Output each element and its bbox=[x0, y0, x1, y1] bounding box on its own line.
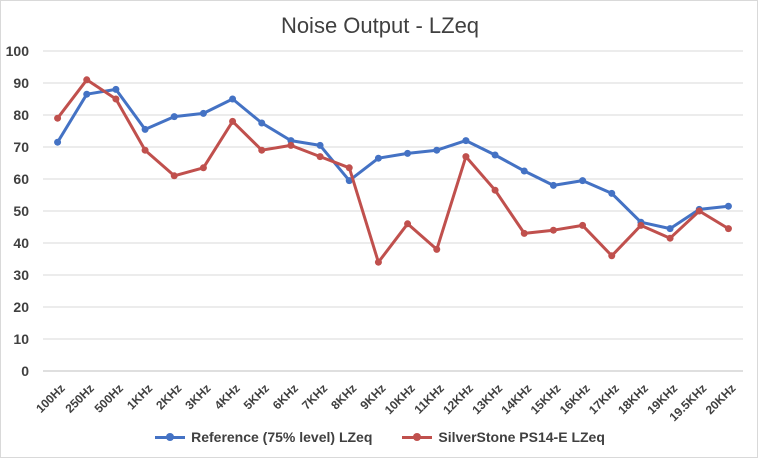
y-tick-label: 30 bbox=[13, 267, 29, 283]
legend-item-reference: Reference (75% level) LZeq bbox=[155, 429, 372, 445]
data-point-0 bbox=[83, 90, 91, 98]
data-point-1 bbox=[579, 221, 587, 229]
data-point-1 bbox=[229, 117, 237, 125]
data-point-0 bbox=[404, 149, 412, 157]
x-tick-label: 16KHz bbox=[557, 381, 593, 417]
x-tick-label: 20KHz bbox=[703, 381, 739, 417]
legend-swatch-reference bbox=[155, 432, 186, 442]
y-tick-label: 50 bbox=[13, 203, 29, 219]
x-tick-label: 14KHz bbox=[499, 381, 535, 417]
data-point-1 bbox=[141, 146, 149, 154]
legend-dot-reference bbox=[166, 433, 175, 441]
data-point-1 bbox=[491, 186, 499, 194]
series-line-0 bbox=[56, 87, 730, 231]
chart-title: Noise Output - LZeq bbox=[280, 13, 480, 38]
data-point-1 bbox=[112, 95, 120, 103]
data-point-1 bbox=[83, 76, 91, 84]
data-point-0 bbox=[462, 137, 470, 145]
data-point-1 bbox=[287, 141, 295, 149]
data-point-1 bbox=[170, 172, 178, 180]
data-point-1 bbox=[637, 221, 645, 229]
legend-label-reference: Reference (75% level) LZeq bbox=[191, 429, 373, 445]
x-tick-label: 4KHz bbox=[212, 381, 243, 412]
data-point-0 bbox=[374, 154, 382, 162]
x-tick-label: 2KHz bbox=[153, 381, 184, 412]
x-tick-label: 18KHz bbox=[615, 381, 651, 417]
x-tick-label: 5KHz bbox=[241, 381, 272, 412]
data-point-0 bbox=[258, 119, 266, 127]
legend-dot-silverstone bbox=[413, 433, 422, 441]
y-tick-label: 0 bbox=[21, 363, 29, 379]
y-tick-label: 90 bbox=[13, 75, 29, 91]
series-line-1 bbox=[56, 78, 730, 264]
data-point-0 bbox=[491, 151, 499, 159]
data-point-0 bbox=[287, 137, 295, 145]
data-point-0 bbox=[724, 202, 732, 210]
y-tick-label: 20 bbox=[13, 299, 29, 315]
data-point-0 bbox=[520, 167, 528, 175]
legend-swatch-silverstone bbox=[402, 432, 433, 442]
data-point-1 bbox=[549, 226, 557, 234]
data-point-0 bbox=[316, 141, 324, 149]
data-point-0 bbox=[433, 146, 441, 154]
data-point-1 bbox=[316, 153, 324, 161]
data-point-1 bbox=[666, 234, 674, 242]
x-tick-label: 100Hz bbox=[33, 381, 67, 415]
data-point-0 bbox=[666, 225, 674, 233]
data-point-0 bbox=[112, 85, 120, 93]
x-tick-label: 7KHz bbox=[299, 381, 330, 412]
data-point-1 bbox=[404, 220, 412, 228]
data-point-0 bbox=[579, 177, 587, 185]
x-tick-label: 3KHz bbox=[182, 381, 213, 412]
data-point-1 bbox=[54, 114, 62, 122]
data-point-0 bbox=[170, 113, 178, 121]
x-tick-label: 12KHz bbox=[440, 381, 476, 417]
x-tick-label: 6KHz bbox=[270, 381, 301, 412]
x-tick-label: 13KHz bbox=[469, 381, 505, 417]
x-tick-label: 10KHz bbox=[382, 381, 418, 417]
data-point-1 bbox=[462, 153, 470, 161]
x-tick-label: 17KHz bbox=[586, 381, 622, 417]
y-tick-label: 100 bbox=[6, 43, 30, 59]
data-point-0 bbox=[229, 95, 237, 103]
y-tick-label: 10 bbox=[13, 331, 29, 347]
data-point-0 bbox=[54, 138, 62, 146]
data-point-0 bbox=[345, 177, 353, 185]
data-point-1 bbox=[433, 245, 441, 253]
x-tick-label: 500Hz bbox=[92, 381, 126, 415]
data-point-0 bbox=[608, 189, 616, 197]
data-point-0 bbox=[141, 125, 149, 133]
data-point-1 bbox=[199, 164, 207, 172]
data-point-0 bbox=[549, 181, 557, 189]
y-tick-label: 80 bbox=[13, 107, 29, 123]
data-point-1 bbox=[724, 225, 732, 233]
data-point-0 bbox=[199, 109, 207, 117]
data-point-1 bbox=[695, 207, 703, 215]
y-tick-label: 40 bbox=[13, 235, 29, 251]
data-point-1 bbox=[258, 146, 266, 154]
data-point-1 bbox=[374, 258, 382, 266]
data-point-1 bbox=[345, 164, 353, 172]
y-tick-label: 60 bbox=[13, 171, 29, 187]
legend: Reference (75% level) LZeq SilverStone P… bbox=[1, 429, 758, 445]
x-tick-label: 1KHz bbox=[124, 381, 155, 412]
data-point-1 bbox=[520, 229, 528, 237]
y-tick-label: 70 bbox=[13, 139, 29, 155]
x-tick-label: 11KHz bbox=[411, 381, 446, 416]
legend-label-silverstone: SilverStone PS14-E LZeq bbox=[438, 429, 605, 445]
x-tick-label: 8KHz bbox=[328, 381, 359, 412]
x-tick-label: 250Hz bbox=[62, 381, 96, 415]
data-point-1 bbox=[608, 252, 616, 260]
x-tick-label: 15KHz bbox=[528, 381, 564, 417]
legend-item-silverstone: SilverStone PS14-E LZeq bbox=[402, 429, 605, 445]
